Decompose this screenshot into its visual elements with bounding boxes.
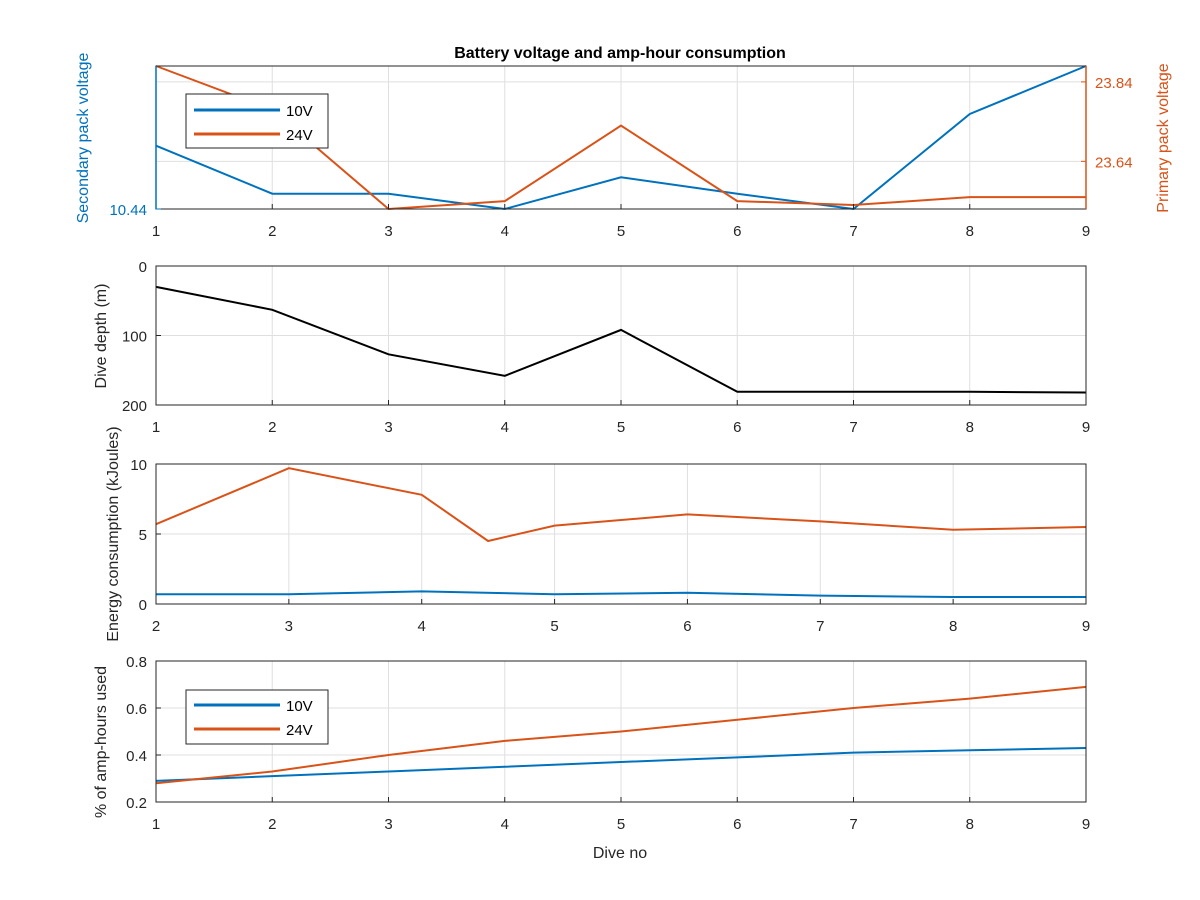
series-line-10v (155, 747, 1087, 782)
x-tick-label: 5 (617, 419, 625, 436)
secondary-voltage-axis-label: Secondary pack voltage (75, 53, 92, 224)
primary-voltage-axis-label: Primary pack voltage (1155, 63, 1172, 212)
x-tick-label: 5 (617, 223, 625, 240)
x-tick-label: 4 (501, 419, 509, 436)
x-tick-label: 9 (1082, 618, 1090, 635)
x-tick-label: 6 (733, 223, 741, 240)
energy-x-ticks: 2 3 4 5 6 7 8 9 (152, 599, 1090, 635)
energy-panel: 2 3 4 5 6 7 8 9 0 5 10 Energy consumption (kJoule… (105, 426, 1090, 641)
x-tick-label: 5 (550, 618, 558, 635)
x-tick-label: 1 (152, 816, 160, 833)
x-tick-label: 8 (966, 223, 974, 240)
voltage-y-ticks-left: 10.44 (109, 202, 161, 219)
x-tick-label: 1 (152, 223, 160, 240)
x-tick-label: 7 (816, 618, 824, 635)
y-tick-label: 0.8 (126, 654, 147, 671)
x-tick-label: 5 (617, 816, 625, 833)
voltage-legend-24v-label: 24V (286, 127, 313, 144)
voltage-legend-box (185, 93, 329, 149)
x-tick-label: 4 (501, 816, 509, 833)
x-tick-label: 1 (152, 419, 160, 436)
chart-title: Battery voltage and amp-hour consumption (454, 45, 786, 62)
x-tick-label: 6 (683, 618, 691, 635)
depth-lines (155, 285, 1087, 394)
voltage-legend-10v-label: 10V (286, 103, 313, 120)
y-right-tick-label: 23.84 (1095, 75, 1133, 92)
amp-hours-panel: 1 2 3 4 5 6 7 8 9 0.2 0.4 0.6 0.8 % of amp-hours us… (93, 654, 1090, 862)
x-tick-label: 9 (1082, 223, 1090, 240)
x-tick-label: 3 (285, 618, 293, 635)
depth-panel: 1 2 3 4 5 6 7 8 9 0 100 200 Dive depth (m) (93, 259, 1090, 436)
x-tick-label: 7 (849, 419, 857, 436)
y-tick-label: 0.6 (126, 701, 147, 718)
y-tick-label: 0.4 (126, 748, 147, 765)
amp-hours-legend-box (185, 689, 329, 745)
y-tick-label: 5 (139, 527, 147, 544)
x-tick-label: 4 (418, 618, 426, 635)
x-tick-label: 7 (849, 816, 857, 833)
amp-hours-x-ticks: 1 2 3 4 5 6 7 8 9 (152, 797, 1090, 833)
x-tick-label: 3 (384, 223, 392, 240)
x-tick-label: 8 (966, 419, 974, 436)
depth-x-ticks: 1 2 3 4 5 6 7 8 9 (152, 400, 1090, 436)
series-line-depth (155, 285, 1087, 394)
x-tick-label: 6 (733, 816, 741, 833)
energy-axis-label: Energy consumption (kJoules) (105, 426, 122, 641)
x-tick-label: 4 (501, 223, 509, 240)
voltage-panel: 1 2 3 4 5 6 7 8 9 10.44 23.64 23.84 Secondary pac… (75, 53, 1172, 240)
series-line-24v (155, 685, 1087, 785)
amp-hours-legend: 10V 24V (185, 689, 329, 745)
x-tick-label: 6 (733, 419, 741, 436)
x-tick-label: 8 (949, 618, 957, 635)
y-tick-label: 100 (122, 329, 147, 346)
depth-y-ticks: 0 100 200 (122, 259, 161, 415)
series-line-10v (156, 590, 1086, 598)
amp-hours-lines (155, 685, 1087, 785)
y-tick-label: 10 (130, 457, 147, 474)
x-tick-label: 8 (966, 816, 974, 833)
voltage-x-ticks: 1 2 3 4 5 6 7 8 9 (152, 204, 1090, 240)
y-tick-label: 200 (122, 398, 147, 415)
x-tick-label: 2 (268, 816, 276, 833)
energy-lines (155, 467, 1087, 598)
x-tick-label: 2 (152, 618, 160, 635)
depth-axis-label: Dive depth (m) (93, 284, 110, 389)
x-axis-label: Dive no (593, 845, 647, 862)
energy-y-ticks: 0 5 10 (130, 457, 161, 614)
y-tick-label: 10.44 (109, 202, 147, 219)
x-tick-label: 3 (384, 816, 392, 833)
voltage-y-ticks-right: 23.64 23.84 (155, 66, 1133, 209)
series-line-24v (155, 467, 1087, 543)
x-tick-label: 3 (384, 419, 392, 436)
y-tick-label: 0.2 (126, 795, 147, 812)
y-tick-label: 0 (139, 259, 147, 276)
y-right-tick-label: 23.64 (1095, 154, 1133, 171)
x-tick-label: 2 (268, 419, 276, 436)
y-tick-label: 0 (139, 597, 147, 614)
amp-hours-axis-label: % of amp-hours used (93, 666, 110, 818)
x-tick-label: 2 (268, 223, 276, 240)
amp-hours-legend-10v-label: 10V (286, 698, 313, 715)
x-tick-label: 9 (1082, 419, 1090, 436)
amp-hours-legend-24v-label: 24V (286, 722, 313, 739)
x-tick-label: 7 (849, 223, 857, 240)
series-line-10v (155, 65, 1087, 211)
x-tick-label: 9 (1082, 816, 1090, 833)
amp-hours-y-ticks: 0.2 0.4 0.6 0.8 (126, 654, 161, 812)
voltage-legend: 10V 24V (185, 93, 329, 149)
